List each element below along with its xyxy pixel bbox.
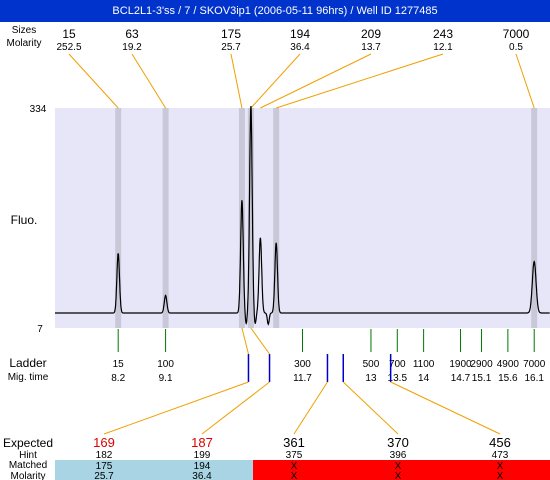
ladder-time-label: 13.5 (388, 373, 408, 384)
peak-molarity-label: 0.5 (509, 42, 523, 53)
expected-value: 187 (191, 435, 213, 450)
hint-label: Hint (19, 450, 37, 461)
peak-connector (250, 53, 301, 109)
peak-connector (68, 53, 119, 109)
plot-area (55, 108, 550, 328)
ladder-size-label: 15 (113, 359, 125, 370)
matched-value: X (497, 461, 504, 472)
peak-size-label: 7000 (503, 27, 530, 41)
hint-value: 473 (492, 450, 509, 461)
molarity-bottom-label: Molarity (10, 471, 45, 480)
peak-band (531, 108, 538, 328)
ladder-time-label: 15.6 (498, 373, 518, 384)
peak-connector (276, 53, 444, 109)
matched-value: X (395, 461, 402, 472)
hint-value: 396 (390, 450, 407, 461)
ladder-time-label: 8.2 (111, 373, 125, 384)
molarity-row-label: Molarity (6, 38, 41, 49)
expected-connector (103, 381, 249, 435)
molarity-value: X (291, 471, 298, 480)
peak-molarity-label: 36.4 (290, 42, 310, 53)
hint-value: 375 (286, 450, 303, 461)
peak-molarity-label: 12.1 (433, 42, 453, 53)
peak-band (273, 108, 280, 328)
molarity-value: 25.7 (94, 471, 114, 480)
expected-value: 169 (93, 435, 115, 450)
signal-trace (55, 106, 550, 326)
peak-molarity-label: 252.5 (56, 42, 81, 53)
matched-background (55, 460, 253, 480)
molarity-value: X (395, 471, 402, 480)
ladder-time-label: 13 (365, 373, 377, 384)
molarity-value: 36.4 (192, 471, 212, 480)
ladder-size-label: 500 (363, 359, 380, 370)
ladder-time-label: 14 (418, 373, 430, 384)
unmatched-background (253, 460, 550, 480)
ladder-size-label: 1900 (449, 359, 472, 370)
matched-label: Matched (9, 460, 47, 471)
ladder-time-label: 16.1 (524, 373, 544, 384)
hint-value: 182 (96, 450, 113, 461)
expected-connector (342, 381, 399, 435)
expected-label: Expected (3, 436, 53, 450)
expected-connector (390, 381, 501, 435)
y-tick-max: 334 (30, 104, 47, 115)
ladder-label: Ladder (9, 356, 46, 370)
peak-size-label: 175 (221, 27, 241, 41)
ladder-size-label: 4900 (497, 359, 520, 370)
peak-size-label: 243 (433, 27, 453, 41)
peak-band (162, 108, 169, 328)
marker-connector (241, 327, 249, 355)
ladder-time-label: 11.7 (293, 373, 312, 384)
expected-value: 370 (387, 435, 409, 450)
peak-size-label: 194 (290, 27, 310, 41)
ladder-size-label: 100 (157, 359, 174, 370)
mig-time-label: Mig. time (8, 372, 49, 383)
matched-value: 175 (96, 461, 113, 472)
marker-connector (250, 327, 270, 355)
peak-connector (260, 53, 372, 109)
peak-band (247, 108, 254, 328)
ladder-size-label: 2900 (470, 359, 493, 370)
header-bar (0, 0, 550, 22)
matched-value: X (291, 461, 298, 472)
y-axis-label: Fluo. (11, 213, 38, 227)
expected-value: 361 (283, 435, 305, 450)
peak-size-label: 209 (361, 27, 381, 41)
peak-molarity-label: 19.2 (122, 42, 142, 53)
peak-size-label: 15 (62, 27, 76, 41)
peak-connector (131, 53, 167, 109)
ladder-time-label: 9.1 (159, 373, 173, 384)
header-title: BCL2L1-3'ss / 7 / SKOV3ip1 (2006-05-11 9… (112, 5, 438, 17)
peak-band (115, 108, 122, 328)
ladder-size-label: 7000 (523, 359, 546, 370)
peak-molarity-label: 13.7 (361, 42, 381, 53)
molarity-value: X (497, 471, 504, 480)
y-tick-min: 7 (37, 324, 43, 335)
peak-band (238, 108, 245, 328)
ladder-size-label: 300 (294, 359, 311, 370)
expected-connector (293, 381, 328, 435)
peak-connector (515, 53, 535, 109)
matched-value: 194 (194, 461, 211, 472)
ladder-time-label: 14.7 (451, 373, 471, 384)
expected-connector (201, 381, 270, 435)
peak-size-label: 63 (125, 27, 139, 41)
hint-value: 199 (194, 450, 211, 461)
expected-value: 456 (489, 435, 511, 450)
sizes-row-label: Sizes (12, 25, 36, 36)
peak-connector (230, 53, 243, 109)
ladder-time-label: 15.1 (472, 373, 492, 384)
ladder-size-label: 1100 (413, 359, 435, 370)
peak-molarity-label: 25.7 (221, 42, 241, 53)
ladder-size-label: 700 (389, 359, 406, 370)
